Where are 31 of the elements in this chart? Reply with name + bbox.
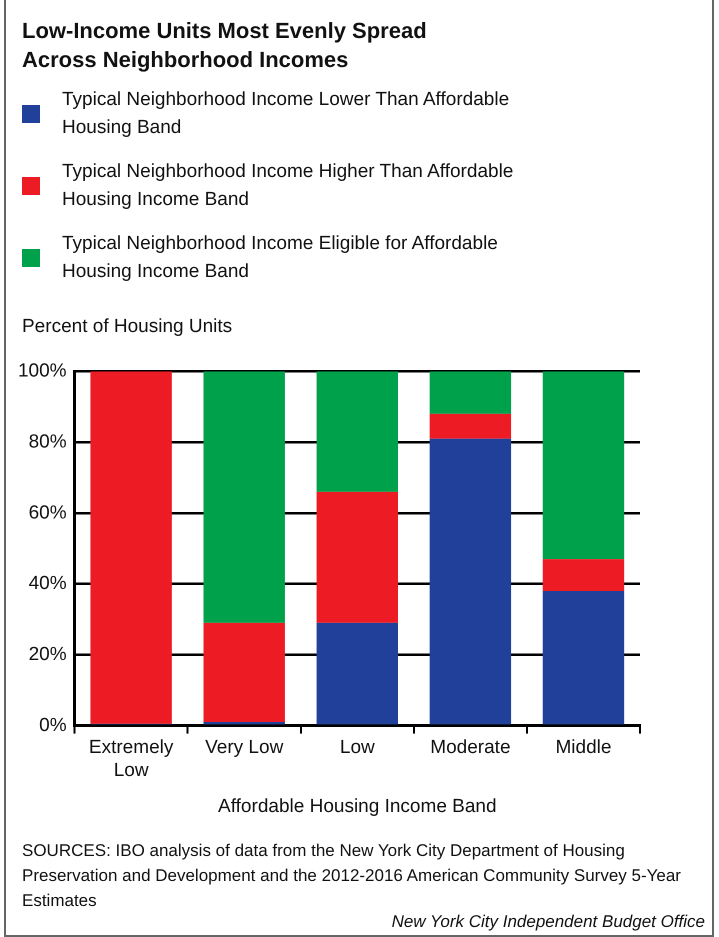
bar	[316, 371, 398, 492]
bar	[204, 371, 285, 623]
legend-label: Typical Neighborhood Income Eligible for Affordable Housing Income Band	[62, 232, 499, 284]
x-tick-label: Middle	[555, 737, 612, 758]
bar	[430, 371, 512, 414]
bar	[430, 414, 512, 439]
legend-label: Typical Neighborhood Income Higher Than Affordable Housing Income Band	[62, 160, 514, 212]
bar	[316, 492, 398, 623]
x-tick-label: Extremely Low	[88, 737, 174, 782]
x-tick-label: Moderate	[430, 737, 511, 758]
text: New York City Independent Budget Office	[392, 912, 705, 932]
bar	[542, 559, 624, 592]
source-note: SOURCES: IBO analysis of data from the New York City Department of Housing Preservation and Development and the 2012-2016 American Community Survey 5-Year Estimates	[22, 840, 682, 912]
bar	[542, 591, 624, 724]
x-tick-label: Low	[340, 737, 375, 758]
bar	[316, 622, 398, 724]
bar	[204, 622, 285, 722]
x-axis-title: Affordable Housing Income Band	[218, 796, 497, 817]
y-axis-title: Percent of Housing Units	[22, 316, 232, 338]
y-tick-label: 40%	[28, 573, 67, 594]
y-tick-label: 80%	[28, 431, 67, 452]
y-tick-label: 60%	[28, 502, 67, 524]
y-tick-label: 0%	[39, 714, 67, 736]
legend-label: Typical Neighborhood Income Lower Than Affordable Housing Band	[62, 88, 510, 140]
x-tick-label: Very Low	[205, 737, 284, 758]
y-tick-label: 20%	[28, 644, 67, 665]
y-tick-label: 100%	[18, 360, 67, 382]
bar	[430, 438, 512, 724]
chart-title: Low-Income Units Most Evenly Spread Across Neighborhood Incomes	[22, 17, 428, 74]
bar	[542, 371, 624, 560]
bar	[90, 371, 172, 724]
